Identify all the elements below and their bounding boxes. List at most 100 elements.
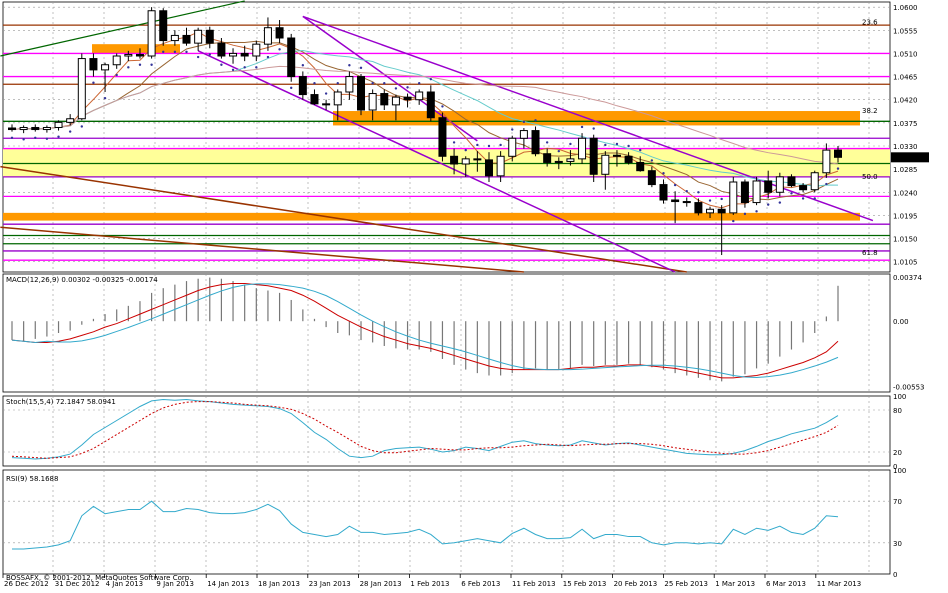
downtrend-line-upper <box>0 165 687 273</box>
bear-candle <box>31 126 40 131</box>
sar-dot <box>185 50 188 54</box>
current-price-label: 1.0308 <box>894 154 919 162</box>
sar-dot <box>592 127 595 130</box>
panel-frame-rsi <box>2 469 891 575</box>
sar-dot <box>45 137 49 140</box>
bull-candle <box>822 149 831 174</box>
y-tick-label: 1.0375 <box>893 120 918 128</box>
rsi-panel[interactable]: RSI(9) 58.1688 BOSSAFX, © 2001-2012, Met… <box>3 467 906 582</box>
orange-resistance-zone <box>333 111 860 126</box>
stoch-d-line <box>11 401 839 459</box>
sar-dot <box>150 63 153 66</box>
bull-candle <box>124 53 133 57</box>
fib-label: 23.6 <box>862 19 878 27</box>
rsi-tick: 100 <box>893 467 906 475</box>
sar-dot <box>511 128 514 131</box>
macd-tick: 0.00 <box>893 318 909 326</box>
sar-dot <box>825 182 828 186</box>
moving-average-40 <box>11 65 839 165</box>
bear-candle <box>717 208 726 214</box>
stochastic-panel[interactable]: Stoch(15,5,4) 72.1847 58.0941 100 80 20 0 <box>3 393 906 471</box>
sar-dot <box>127 66 130 69</box>
bull-candle <box>729 181 738 214</box>
downtrend-line-lower <box>0 226 524 273</box>
bull-candle <box>554 160 563 163</box>
y-tick-label: 1.0285 <box>893 166 918 174</box>
date-label: 6 Feb 2013 <box>461 580 500 588</box>
rsi-tick: 30 <box>893 540 902 548</box>
panel-frame-main <box>2 1 891 273</box>
panel-frames <box>2 1 891 575</box>
bear-candle <box>764 180 773 193</box>
sar-dot <box>231 68 235 72</box>
sar-dot <box>487 144 491 148</box>
bull-candle <box>706 208 715 214</box>
bear-candle <box>834 149 842 158</box>
bull-candle <box>775 176 784 193</box>
bull-candle <box>566 158 575 162</box>
sar-dot <box>313 82 316 85</box>
bull-candle <box>42 126 51 131</box>
sar-dot <box>604 143 607 147</box>
sar-dot <box>243 66 246 69</box>
bear-candle <box>403 96 412 101</box>
sar-dot <box>138 63 142 66</box>
stoch-tick: 0 <box>893 463 897 471</box>
rsi-title: RSI(9) 58.1688 <box>6 475 58 483</box>
sar-dot <box>417 82 421 85</box>
bear-candle <box>659 184 668 201</box>
macd-smooth-line <box>11 283 839 378</box>
y-tick-label: 1.0510 <box>893 50 918 58</box>
date-label: 31 Dec 2012 <box>55 580 100 588</box>
bear-candle <box>589 137 598 175</box>
sar-dot <box>743 212 747 216</box>
sar-dot <box>813 197 816 200</box>
sar-dot <box>162 50 165 54</box>
bull-candle <box>112 55 121 66</box>
sar-dot <box>383 82 386 85</box>
date-label: 11 Feb 2013 <box>512 580 556 588</box>
bull-candle <box>263 27 272 45</box>
sar-dot <box>359 66 363 70</box>
bear-candle <box>287 37 296 78</box>
sar-dot <box>441 105 444 108</box>
date-label: 20 Feb 2013 <box>614 580 658 588</box>
orange-support-zone <box>3 212 860 221</box>
sar-dot <box>615 142 619 146</box>
sar-dot <box>406 86 409 89</box>
sar-dot <box>196 55 200 59</box>
sar-dot <box>301 64 305 67</box>
channel-top-left <box>302 15 478 142</box>
bull-candle <box>194 29 203 44</box>
sar-dot <box>324 92 328 95</box>
date-label: 25 Feb 2013 <box>664 580 708 588</box>
price-panel[interactable]: 1.0600 1.0555 1.0510 1.0465 1.0420 1.0375 1.03… <box>0 0 929 273</box>
bear-candle <box>636 161 645 172</box>
bear-candle <box>612 154 621 157</box>
bull-candle <box>252 43 261 57</box>
date-label: 9 Jan 2013 <box>156 580 194 588</box>
rsi-line <box>12 500 839 550</box>
bull-candle <box>508 137 517 157</box>
bear-candle <box>357 76 366 111</box>
sar-dot <box>464 148 467 152</box>
bear-candle <box>787 176 796 187</box>
sar-dot <box>755 210 758 213</box>
bear-candle <box>484 159 493 177</box>
sar-dot <box>452 141 456 144</box>
sar-dot <box>650 159 654 162</box>
moving-average-10 <box>11 40 839 201</box>
y-tick-label: 1.0195 <box>893 212 918 220</box>
y-tick-label: 1.0465 <box>893 74 918 82</box>
bear-candle <box>740 181 749 204</box>
bear-candle <box>380 93 389 106</box>
macd-panel[interactable]: MACD(12,26,9) 0.00302 -0.00325 -0.00174 … <box>6 274 924 391</box>
date-label: 11 Mar 2013 <box>817 580 861 588</box>
sar-dot <box>708 199 712 202</box>
current-price-box <box>891 152 929 163</box>
macd-title: MACD(12,26,9) 0.00302 -0.00325 -0.00174 <box>6 276 158 284</box>
rsi-tick: 70 <box>893 498 902 506</box>
uptrend-line <box>0 0 245 57</box>
panel-frame-macd <box>2 273 891 393</box>
